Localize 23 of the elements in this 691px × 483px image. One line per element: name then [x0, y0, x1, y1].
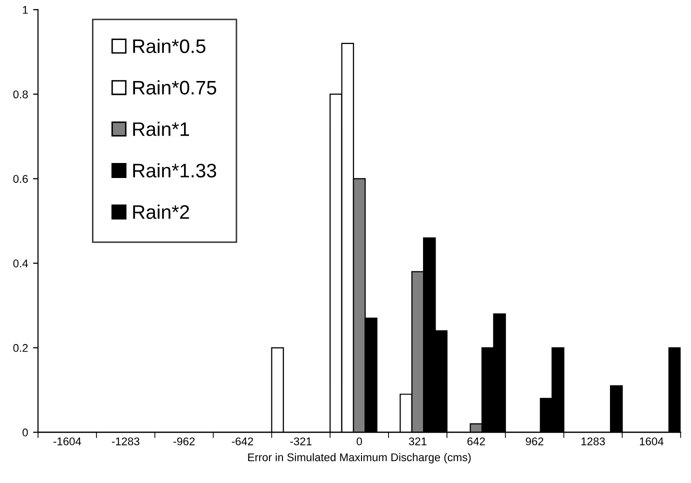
- y-tick-label: 0.2: [13, 344, 28, 352]
- x-tick-label: 321: [408, 437, 426, 446]
- y-tick-label: 0.4: [13, 260, 28, 268]
- x-tick-label: -962: [173, 437, 195, 446]
- x-axis-title: Error in Simulated Maximum Discharge (cms): [248, 453, 471, 464]
- y-tick-label: 0.8: [13, 90, 28, 98]
- legend-label: Rain*0.75: [133, 80, 216, 95]
- legend-label: Rain*2: [133, 204, 189, 219]
- x-tick-label: -1604: [54, 437, 82, 446]
- y-tick-label: 1: [22, 6, 28, 14]
- x-tick-label: 642: [467, 437, 485, 446]
- x-tick-label: 962: [526, 437, 544, 446]
- y-tick-label: 0.6: [13, 174, 28, 183]
- x-tick-label: -642: [232, 437, 254, 446]
- x-tick-label: 0: [356, 437, 362, 446]
- legend-label: Rain*0.5: [133, 38, 206, 54]
- y-tick-label: 0: [22, 428, 28, 436]
- x-tick-label: 1604: [640, 437, 664, 446]
- legend-label: Rain*1: [133, 122, 190, 136]
- x-tick-label: -321: [290, 437, 312, 446]
- x-tick-label: 1283: [581, 437, 605, 446]
- x-tick-label: -1283: [112, 437, 140, 446]
- legend-label: Rain*1.33: [133, 163, 216, 178]
